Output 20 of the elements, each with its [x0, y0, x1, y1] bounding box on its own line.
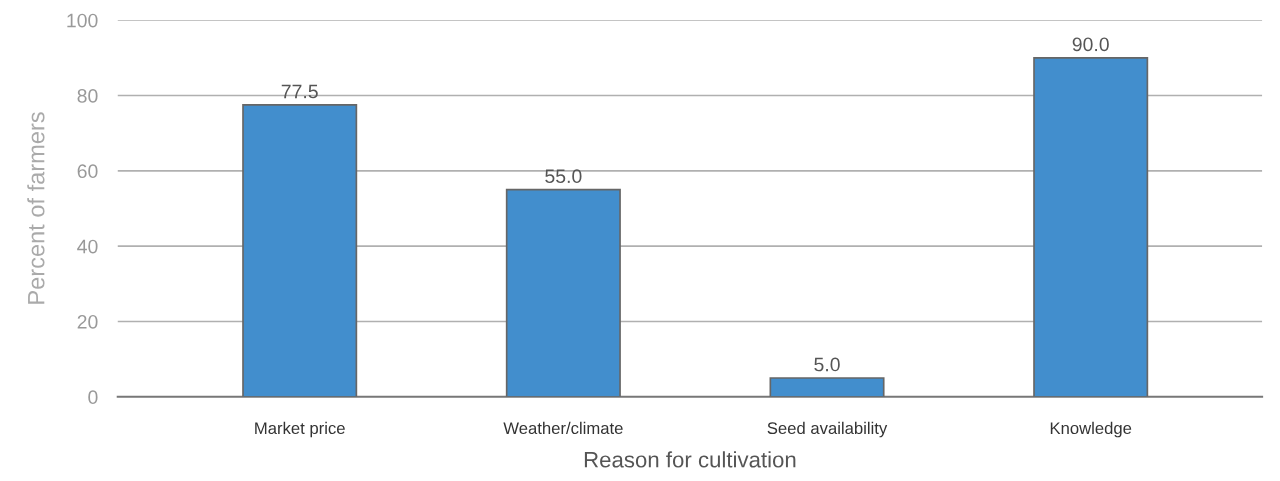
bar	[1033, 57, 1149, 397]
bar	[505, 188, 621, 397]
y-axis-title: Percent of farmers	[27, 112, 45, 304]
y-tick-label: 100	[67, 13, 98, 28]
data-label: 90.0	[1072, 37, 1109, 52]
x-tick-label: Weather/climate	[503, 421, 623, 435]
data-label: 77.5	[281, 84, 318, 99]
x-axis-title: Reason for cultivation	[584, 451, 796, 468]
y-tick-label: 60	[77, 164, 98, 179]
y-tick-label: 20	[77, 314, 98, 329]
x-tick-label: Market price	[255, 421, 345, 438]
x-tick-label: Seed availability	[767, 421, 888, 438]
data-label: 5.0	[814, 357, 840, 372]
x-tick-label: Knowledge	[1050, 421, 1132, 438]
y-tick-label: 80	[77, 88, 98, 103]
y-tick-label: 0	[88, 390, 98, 405]
bar	[769, 377, 885, 397]
y-tick-label: 40	[77, 239, 98, 254]
data-label: 55.0	[545, 169, 582, 184]
bar	[242, 104, 358, 397]
